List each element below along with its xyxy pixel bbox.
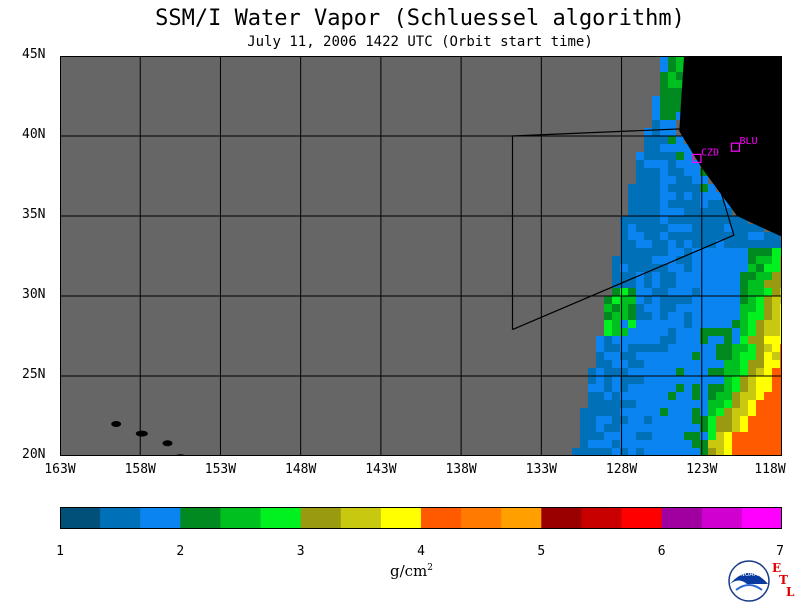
orbit-outline [511,127,735,331]
color-scale-swatch [541,507,582,529]
lat-tick-label: 35N [22,207,46,222]
chart-title: SSM/I Water Vapor (Schluessel algorithm) [155,6,685,31]
color-scale-swatch [661,507,703,529]
chart-subtitle: July 11, 2006 1422 UTC (Orbit start time… [247,34,593,50]
hawaii-island [162,440,173,447]
station-czd-label: CZD [701,147,719,158]
color-scale-swatch [421,507,462,529]
color-scale-tick-label: 5 [537,544,546,559]
color-scale-swatch [621,507,663,529]
map-frame [60,56,782,456]
station-blu-label: BLU [739,136,757,147]
water-vapor-map: CZD BLU [60,56,782,456]
lat-tick-label: 25N [22,367,46,382]
color-scale-swatch [501,507,542,529]
swath-data [572,56,782,456]
color-scale-tick-label: 7 [776,544,784,559]
color-scale-swatch [140,507,181,529]
station-blu-marker [730,142,741,152]
color-scale-swatch [220,507,262,529]
units-label: g/cm2 [390,562,433,580]
color-scale-tick-label: 1 [56,544,64,559]
lon-tick-label: 133W [525,462,557,477]
lon-tick-label: 163W [44,462,76,477]
color-scale-swatch [701,507,743,529]
lon-tick-label: 123W [686,462,718,477]
station-czd-marker [692,153,702,164]
lon-tick-label: 158W [124,462,156,477]
units-superscript: 2 [427,563,434,573]
color-scale-tick-label: 6 [657,544,666,559]
color-scale-swatch [260,507,302,529]
lat-tick-label: 45N [22,47,46,62]
color-scale-swatch [300,507,342,529]
color-scale-swatch [340,507,382,529]
color-scale-frame [60,507,782,529]
etl-letter-l: L [786,585,795,599]
lon-tick-label: 128W [605,462,638,477]
color-scale-swatch [100,507,141,529]
lat-tick-label: 20N [22,447,46,462]
color-scale-swatch [180,507,221,529]
hawaii-island [135,430,148,437]
lat-tick-label: 40N [22,127,46,142]
noaa-logo-text: NOAA [740,571,758,578]
color-scale-swatch [380,507,422,529]
color-scale-tick-label: 3 [296,544,305,559]
land-mass [679,56,782,248]
lon-tick-label: 153W [204,462,237,477]
lat-tick-label: 30N [22,287,46,302]
lon-tick-label: 138W [445,462,477,477]
etl-letter-e: E [772,561,782,575]
color-scale-swatch [581,507,623,529]
etl-letter-t: T [779,573,788,587]
color-scale-tick-label: 2 [176,544,185,559]
lon-tick-label: 148W [285,462,317,477]
color-scale-swatch [60,507,101,529]
hawaii-island [111,421,122,427]
color-scale-swatch [741,507,782,529]
units-text: g/cm [390,562,428,580]
color-scale-bar [60,507,782,529]
color-scale-swatch [461,507,502,529]
noaa-logo-icon: NOAA [728,560,770,602]
lon-tick-label: 118W [754,462,786,477]
etl-logo: E T L [772,562,794,598]
color-scale-tick-label: 4 [417,544,425,559]
lon-tick-label: 143W [365,462,397,477]
